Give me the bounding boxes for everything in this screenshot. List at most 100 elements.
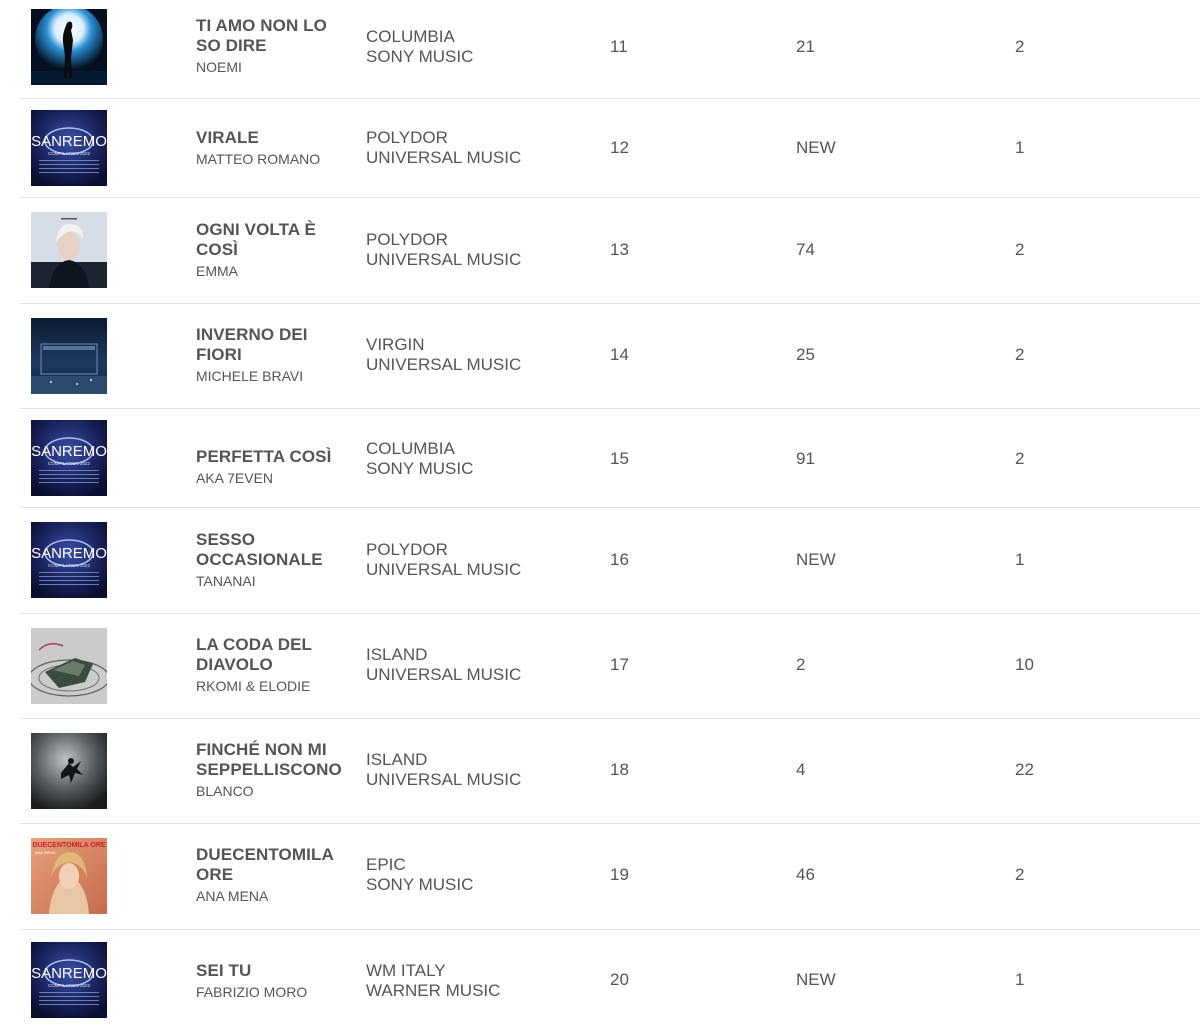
chart-row[interactable]: INVERNO DEI FIORI MICHELE BRAVI VIRGIN U… bbox=[20, 304, 1200, 409]
chart-list: TI AMO NON LO SO DIRE NOEMI COLUMBIA SON… bbox=[20, 0, 1200, 1027]
chart-row[interactable]: SANREMO COMPILATION 2022 SESSO OCCASIONA… bbox=[20, 508, 1200, 614]
distributor: UNIVERSAL MUSIC bbox=[366, 250, 522, 269]
distributor: SONY MUSIC bbox=[366, 47, 474, 66]
sanremo-logo-text: SANREMO bbox=[31, 133, 107, 150]
duecentomila-cover-text: DUECENTOMILA ORE bbox=[32, 842, 105, 849]
previous-position: 21 bbox=[796, 37, 815, 56]
sanremo-logo-text: SANREMO bbox=[31, 443, 107, 460]
chart-row[interactable]: OGNI VOLTA È COSÌ EMMA POLYDOR UNIVERSAL… bbox=[20, 198, 1200, 304]
song-title: OGNI VOLTA È COSÌ bbox=[196, 220, 316, 259]
cover-art-sanremo[interactable]: SANREMO COMPILATION 2022 bbox=[31, 522, 107, 598]
cover-art-blanco[interactable] bbox=[31, 733, 107, 809]
weeks-on-chart: 2 bbox=[1015, 37, 1025, 56]
chart-row[interactable]: SANREMO COMPILATION 2022 PERFETTA COSÌ A… bbox=[20, 409, 1200, 508]
artist-name: ANA MENA bbox=[196, 888, 269, 904]
chart-position: 15 bbox=[610, 449, 629, 468]
artist-name: BLANCO bbox=[196, 783, 254, 799]
artist-name: AKA 7EVEN bbox=[196, 470, 274, 486]
chart-position: 19 bbox=[610, 865, 629, 884]
artist-name: TANANAI bbox=[196, 573, 256, 589]
record-label: ISLAND bbox=[366, 645, 428, 664]
distributor: UNIVERSAL MUSIC bbox=[366, 560, 522, 579]
weeks-on-chart: 1 bbox=[1015, 970, 1025, 989]
chart-position: 16 bbox=[610, 550, 629, 569]
chart-row[interactable]: FINCHÉ NON MI SEPPELLISCONO BLANCO ISLAN… bbox=[20, 719, 1200, 824]
record-label: VIRGIN bbox=[366, 335, 425, 354]
weeks-on-chart: 2 bbox=[1015, 865, 1025, 884]
record-label: POLYDOR bbox=[366, 230, 448, 249]
cover-art-michele-bravi[interactable] bbox=[31, 318, 107, 394]
distributor: SONY MUSIC bbox=[366, 459, 474, 478]
artist-name: FABRIZIO MORO bbox=[196, 984, 308, 1000]
weeks-on-chart: 2 bbox=[1015, 345, 1025, 364]
weeks-on-chart: 1 bbox=[1015, 138, 1025, 157]
compilation-text: COMPILATION 2022 bbox=[48, 461, 90, 466]
weeks-on-chart: 1 bbox=[1015, 550, 1025, 569]
distributor: UNIVERSAL MUSIC bbox=[366, 148, 522, 167]
cover-art-sanremo[interactable]: SANREMO COMPILATION 2022 bbox=[31, 110, 107, 186]
chart-position: 20 bbox=[610, 970, 629, 989]
chart-row[interactable]: DUECENTOMILA ORE ANA MENA DUECENTOMILA O… bbox=[20, 824, 1200, 930]
song-title: SESSO OCCASIONALE bbox=[196, 530, 323, 569]
previous-position: 4 bbox=[796, 760, 806, 779]
artist-name: MICHELE BRAVI bbox=[196, 368, 304, 384]
cover-art-sanremo[interactable]: SANREMO COMPILATION 2022 bbox=[31, 420, 107, 496]
song-title: PERFETTA COSÌ bbox=[196, 447, 332, 466]
artist-name: MATTEO ROMANO bbox=[196, 151, 321, 167]
weeks-on-chart: 2 bbox=[1015, 240, 1025, 259]
chart-row[interactable]: SANREMO COMPILATION 2022 SEI TU FABRIZIO… bbox=[20, 930, 1200, 1027]
chart-row[interactable]: SANREMO COMPILATION 2022 VIRALE MATTEO R… bbox=[20, 99, 1200, 198]
compilation-text: COMPILATION 2022 bbox=[48, 563, 90, 568]
record-label: COLUMBIA bbox=[366, 439, 455, 458]
previous-position: 2 bbox=[796, 655, 806, 674]
cover-art-ana-mena[interactable]: DUECENTOMILA ORE ANA MENA bbox=[31, 838, 107, 914]
record-label: EPIC bbox=[366, 855, 406, 874]
chart-position: 13 bbox=[610, 240, 629, 259]
distributor: WARNER MUSIC bbox=[366, 981, 501, 1000]
distributor: UNIVERSAL MUSIC bbox=[366, 665, 522, 684]
sanremo-logo-text: SANREMO bbox=[31, 545, 107, 562]
song-title: INVERNO DEI FIORI bbox=[196, 325, 308, 364]
song-title: SEI TU bbox=[196, 961, 252, 980]
cover-art-noemi[interactable] bbox=[31, 9, 107, 85]
distributor: SONY MUSIC bbox=[366, 875, 474, 894]
cover-art-rkomi-elodie[interactable] bbox=[31, 628, 107, 704]
song-title: TI AMO NON LO SO DIRE bbox=[196, 16, 327, 55]
chart-position: 14 bbox=[610, 345, 629, 364]
chart-row[interactable]: TI AMO NON LO SO DIRE NOEMI COLUMBIA SON… bbox=[20, 0, 1200, 99]
compilation-text: COMPILATION 2022 bbox=[48, 151, 90, 156]
cover-art-emma[interactable] bbox=[31, 212, 107, 288]
record-label: POLYDOR bbox=[366, 128, 448, 147]
record-label: WM ITALY bbox=[366, 961, 446, 980]
song-title: DUECENTOMILA ORE bbox=[196, 845, 334, 884]
record-label: ISLAND bbox=[366, 750, 428, 769]
song-title: LA CODA DEL DIAVOLO bbox=[196, 635, 312, 674]
weeks-on-chart: 22 bbox=[1015, 760, 1034, 779]
chart-position: 12 bbox=[610, 138, 629, 157]
song-title: VIRALE bbox=[196, 128, 259, 147]
cover-art-sanremo[interactable]: SANREMO COMPILATION 2022 bbox=[31, 942, 107, 1018]
artist-name: EMMA bbox=[196, 263, 238, 279]
previous-position: 46 bbox=[796, 865, 815, 884]
song-title: FINCHÉ NON MI SEPPELLISCONO bbox=[196, 740, 342, 779]
chart-position: 11 bbox=[610, 37, 628, 56]
previous-position: 91 bbox=[796, 449, 815, 468]
weeks-on-chart: 2 bbox=[1015, 449, 1025, 468]
previous-position: 74 bbox=[796, 240, 815, 259]
previous-position: NEW bbox=[796, 138, 836, 157]
distributor: UNIVERSAL MUSIC bbox=[366, 770, 522, 789]
chart-position: 18 bbox=[610, 760, 629, 779]
previous-position: NEW bbox=[796, 970, 836, 989]
chart-position: 17 bbox=[610, 655, 629, 674]
chart-row[interactable]: LA CODA DEL DIAVOLO RKOMI & ELODIE ISLAN… bbox=[20, 614, 1200, 719]
compilation-text: COMPILATION 2022 bbox=[48, 983, 90, 988]
record-label: POLYDOR bbox=[366, 540, 448, 559]
previous-position: NEW bbox=[796, 550, 836, 569]
artist-name: RKOMI & ELODIE bbox=[196, 678, 311, 694]
artist-name: NOEMI bbox=[196, 59, 242, 75]
record-label: COLUMBIA bbox=[366, 27, 455, 46]
sanremo-logo-text: SANREMO bbox=[31, 965, 107, 982]
distributor: UNIVERSAL MUSIC bbox=[366, 355, 522, 374]
ana-mena-cover-text: ANA MENA bbox=[35, 850, 56, 855]
weeks-on-chart: 10 bbox=[1015, 655, 1034, 674]
